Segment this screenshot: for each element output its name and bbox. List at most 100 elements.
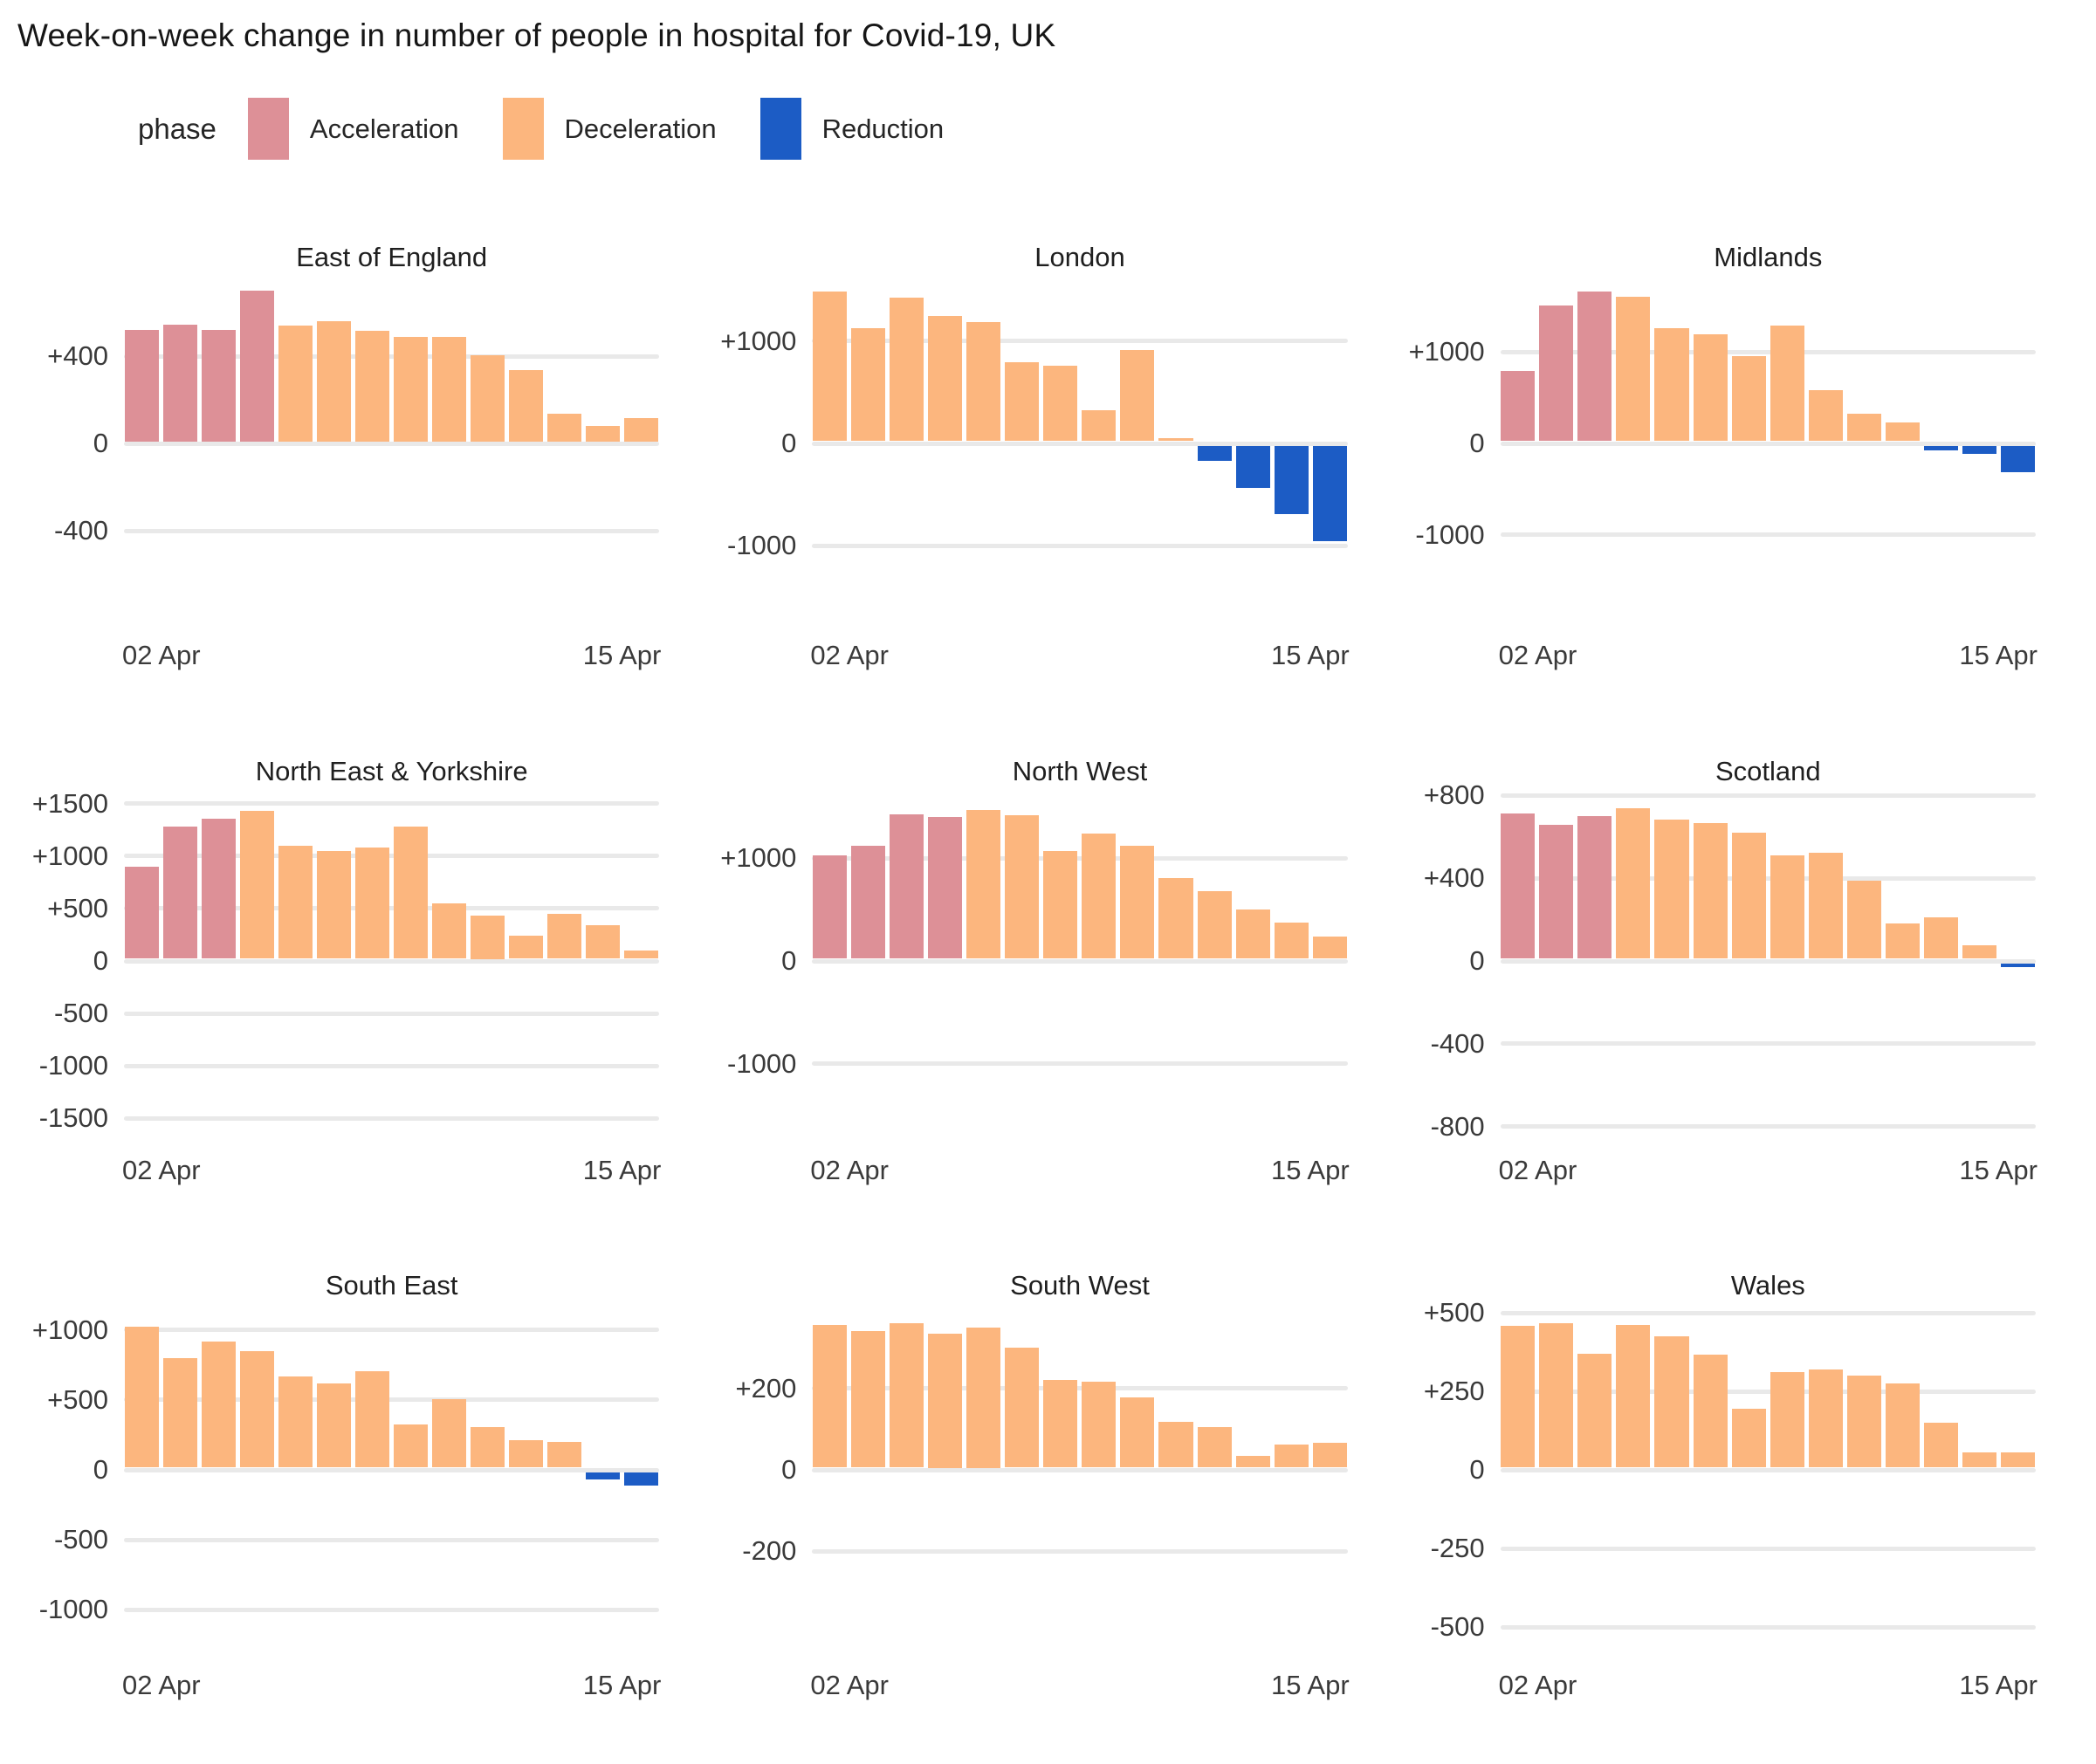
y-axis: +800 +400 0 -400 -800 [1403,779,1499,1142]
gridline [1500,1310,2036,1315]
plot-area [122,789,661,1133]
plot-area [1499,282,2038,605]
y-axis-tick-label: +500 [1423,1297,1485,1328]
bar [1808,389,1843,442]
gridline [124,906,660,911]
y-axis-tick-label: +400 [47,340,108,371]
bar [1654,1336,1689,1468]
y-axis-tick-label: +400 [1423,862,1485,894]
x-axis-label-end: 15 Apr [582,1155,662,1185]
y-axis: +1500 +1000 +500 0 -500 -1000 -1500 [26,788,122,1133]
y-axis-tick-label: -500 [53,998,108,1029]
x-axis: 02 Apr 15 Apr [810,1155,1388,1186]
bar [1312,1442,1347,1468]
x-axis: 02 Apr 15 Apr [1499,1155,2077,1186]
x-axis-label-start: 02 Apr [122,1670,201,1700]
bar [1693,823,1728,959]
y-axis: +1000 0 -1000 [714,282,810,605]
legend-item-label: Deceleration [564,113,717,144]
bar [1312,936,1347,959]
x-axis-label-start: 02 Apr [122,1155,201,1185]
bar [509,370,544,442]
bar [1770,855,1804,959]
gridline [124,958,660,964]
gridline [812,543,1348,548]
chart-area: +1500 +1000 +500 0 -500 -1000 -1500 [26,788,700,1133]
panel-title: South West [1010,1270,1150,1301]
bar [124,330,159,442]
bar [278,845,313,959]
legend-item-label: Acceleration [309,113,459,144]
x-axis: 02 Apr 15 Apr [810,640,1388,671]
gridline [124,1607,660,1612]
bar [162,827,197,959]
y-axis-tick-label: -1000 [727,1047,797,1079]
y-axis-tick-label: +1000 [720,325,797,356]
y-axis: +1000 0 -1000 [714,789,810,1133]
gridline [1500,441,2036,446]
gridline [1500,349,2036,354]
bar [1616,1324,1651,1468]
bar [1962,1452,1997,1468]
gridline [1500,1124,2036,1129]
legend-item-acceleration: Acceleration [247,98,459,160]
bar [1235,445,1270,489]
y-axis-tick-label: 0 [93,1454,108,1485]
bar [1312,445,1347,542]
bar [1120,846,1155,959]
bar [354,1370,389,1468]
x-axis-label-start: 02 Apr [810,1155,889,1185]
plot-area [122,282,661,605]
bar [201,330,236,442]
bar [432,1399,467,1468]
panel-wales: Wales +500 +250 0 -250 -500 02 Apr 15 Apr [1403,1268,2077,1701]
bar [1005,1347,1040,1468]
bar [812,292,847,442]
bar [966,809,1001,959]
x-axis-label-start: 02 Apr [1498,640,1577,670]
bar [471,916,505,959]
x-axis-label-end: 15 Apr [1271,1155,1350,1185]
bar [1962,445,1997,454]
y-axis: +1000 +500 0 -500 -1000 [26,1305,122,1635]
plot-area [1499,1305,2038,1635]
gridline [1500,793,2036,798]
bar [812,855,847,959]
gridline [812,339,1348,344]
y-axis-tick-label: +250 [1423,1376,1485,1406]
chart-area: +500 +250 0 -250 -500 [1403,1297,2077,1642]
gridline [812,855,1348,861]
x-axis-label-end: 15 Apr [1271,1670,1350,1700]
bar [509,1440,544,1468]
panel-south-east: South East +1000 +500 0 -500 -1000 02 Apr 15 Ap… [26,1268,700,1701]
bar [1885,923,1920,959]
y-axis-tick-label: 0 [781,945,797,976]
x-axis-label-start: 02 Apr [810,640,889,670]
bar [1274,445,1309,514]
x-axis-label-start: 02 Apr [122,640,201,670]
y-axis-tick-label: -1000 [1415,518,1485,550]
bar [1770,325,1804,442]
x-axis-label-end: 15 Apr [582,1670,662,1700]
bar [850,846,885,959]
y-axis-tick-label: -1000 [727,530,797,561]
bar [1616,297,1651,442]
y-axis: +1000 0 -1000 [1403,282,1499,605]
bar [1693,334,1728,442]
legend-label: phase [138,112,216,145]
bar [2001,963,2036,968]
bar [1962,945,1997,959]
y-axis-tick-label: +500 [47,1383,108,1415]
bar [1158,437,1193,442]
x-axis: 02 Apr 15 Apr [122,640,700,671]
bar [471,1427,505,1468]
chart-area: +1000 0 -1000 [714,282,1388,605]
bar [850,328,885,442]
gridline [1500,1389,2036,1394]
x-axis: 02 Apr 15 Apr [1499,640,2077,671]
bar [201,1341,236,1468]
acceleration-swatch-icon [247,98,289,160]
gridline [1500,1546,2036,1551]
legend-item-label: Reduction [821,113,945,144]
x-axis-label-start: 02 Apr [1498,1670,1577,1700]
